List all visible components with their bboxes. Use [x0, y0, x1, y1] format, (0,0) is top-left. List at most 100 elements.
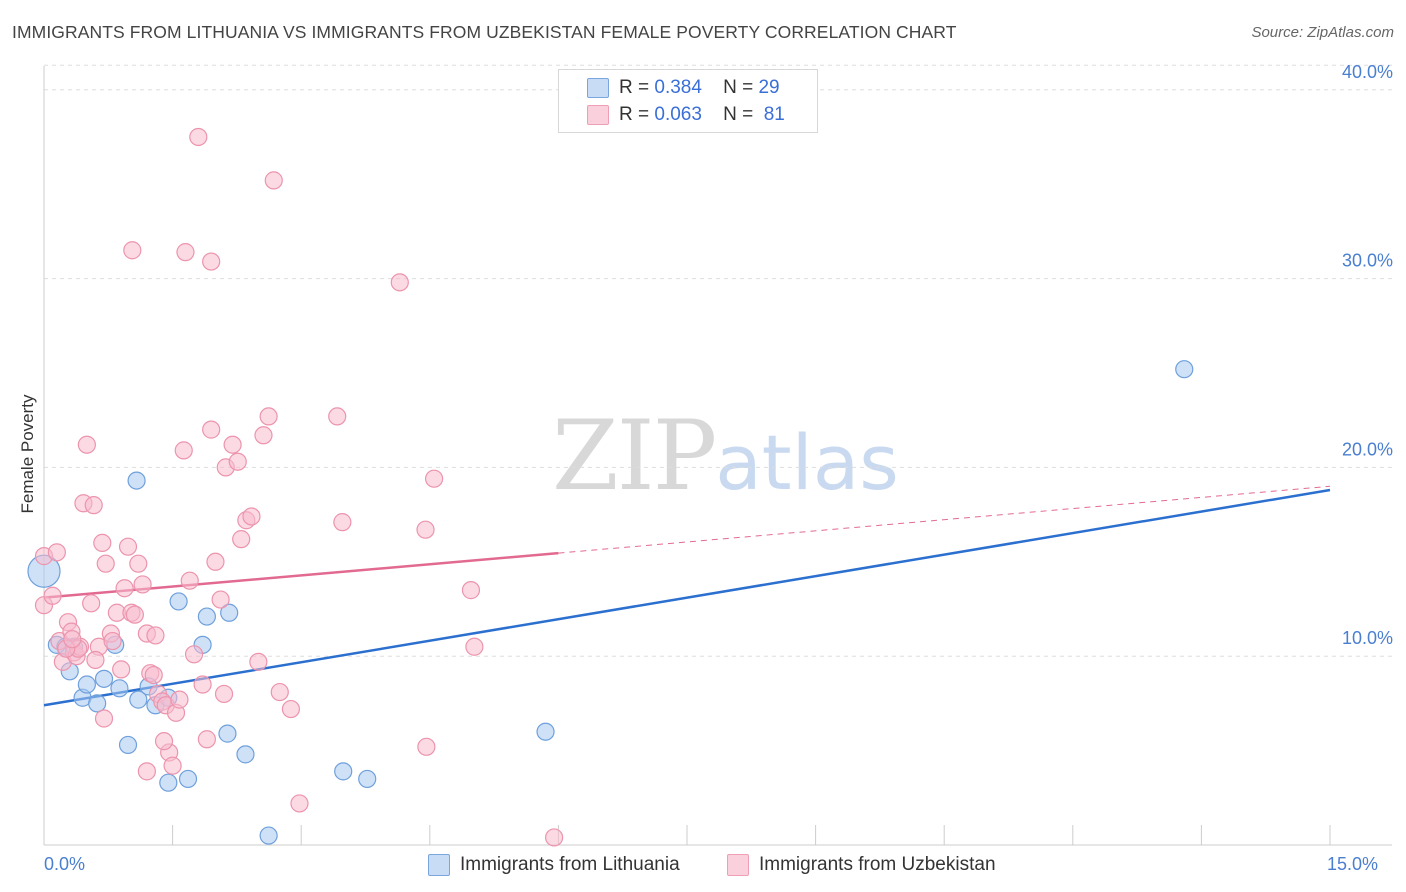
point-lithuania	[218, 724, 237, 743]
series-legend: Immigrants from Lithuania Immigrants fro…	[0, 852, 1406, 878]
correlation-legend: R = 0.384 N = 29 R = 0.063 N = 81	[558, 69, 818, 133]
point-uzbekistan	[202, 252, 221, 271]
legend-label-lithuania: Immigrants from Lithuania	[460, 854, 680, 875]
point-uzbekistan	[96, 554, 115, 573]
point-uzbekistan	[180, 571, 199, 590]
point-uzbekistan	[170, 690, 189, 709]
point-lithuania	[118, 735, 138, 755]
legend-item-uzbekistan[interactable]: Immigrants from Uzbekistan	[727, 852, 996, 878]
point-uzbekistan	[249, 652, 268, 671]
watermark-zip: ZIP	[552, 400, 717, 512]
legend-stats-lithuania: R = 0.384 N = 29	[619, 77, 780, 99]
point-lithuania	[358, 769, 377, 789]
point-uzbekistan	[115, 579, 134, 598]
gridlines	[44, 64, 1392, 657]
watermark: ZIPatlas	[552, 400, 899, 512]
point-uzbekistan	[242, 507, 261, 526]
point-uzbekistan	[82, 594, 101, 613]
tick-labels: 10.0% 20.0% 30.0% 40.0% 0.0% 15.0%	[44, 62, 1393, 874]
point-uzbekistan	[206, 552, 225, 571]
point-lithuania	[334, 762, 353, 781]
y-axis-label: Female Poverty	[18, 394, 37, 514]
point-uzbekistan	[223, 435, 242, 454]
y-tick-label: 10.0%	[1342, 628, 1393, 648]
point-uzbekistan	[254, 426, 273, 445]
point-uzbekistan	[264, 171, 283, 190]
point-uzbekistan	[189, 127, 208, 147]
point-lithuania	[259, 826, 278, 845]
point-uzbekistan	[123, 241, 142, 260]
point-lithuania	[178, 769, 198, 789]
point-uzbekistan	[118, 537, 138, 556]
point-uzbekistan	[328, 407, 347, 426]
legend-swatch-lithuania	[587, 78, 609, 98]
point-uzbekistan	[214, 684, 234, 704]
legend-r-label: R =	[619, 77, 650, 98]
point-lithuania	[197, 607, 216, 626]
legend-r-value: 0.063	[654, 104, 702, 125]
point-uzbekistan	[270, 682, 289, 702]
point-uzbekistan	[465, 637, 484, 656]
point-lithuania	[127, 471, 146, 490]
point-lithuania	[129, 690, 148, 709]
point-lithuania	[169, 592, 188, 611]
watermark-atlas: atlas	[715, 418, 899, 507]
point-uzbekistan	[137, 762, 156, 781]
point-uzbekistan	[112, 660, 131, 679]
point-uzbekistan	[129, 554, 148, 573]
point-uzbekistan	[424, 469, 444, 488]
point-uzbekistan	[63, 630, 82, 649]
legend-swatch-uzbekistan	[587, 105, 609, 125]
point-uzbekistan	[144, 665, 163, 685]
legend-item-lithuania[interactable]: Immigrants from Lithuania	[428, 852, 680, 878]
legend-swatch-uzbekistan	[727, 854, 749, 876]
point-uzbekistan	[86, 650, 105, 670]
point-lithuania	[159, 773, 178, 792]
trend-line-lithuania	[43, 488, 1331, 707]
y-tick-label: 40.0%	[1342, 62, 1393, 82]
point-uzbekistan	[47, 543, 66, 562]
point-lithuania	[536, 722, 555, 741]
y-tick-label: 30.0%	[1342, 251, 1393, 271]
axes	[43, 66, 1392, 846]
point-uzbekistan	[259, 407, 278, 426]
point-uzbekistan	[94, 709, 114, 728]
point-uzbekistan	[176, 243, 195, 262]
point-uzbekistan	[146, 626, 165, 645]
point-uzbekistan	[184, 645, 204, 664]
legend-swatch-lithuania	[428, 854, 450, 876]
point-uzbekistan	[163, 756, 182, 775]
legend-r-value: 0.384	[654, 77, 702, 98]
point-uzbekistan	[43, 586, 62, 605]
point-uzbekistan	[193, 675, 212, 694]
legend-n-label: N =	[723, 77, 754, 98]
point-lithuania	[110, 679, 129, 698]
data-points	[27, 127, 1194, 847]
point-uzbekistan	[228, 452, 247, 471]
trend-line-uzbekistan-extension	[558, 485, 1331, 554]
legend-label-uzbekistan: Immigrants from Uzbekistan	[759, 854, 996, 875]
source-credit: Source: ZipAtlas.com	[1251, 24, 1394, 41]
point-lithuania	[77, 675, 96, 694]
point-uzbekistan	[417, 737, 436, 756]
point-uzbekistan	[390, 273, 409, 292]
point-lithuania	[1175, 360, 1194, 379]
point-uzbekistan	[77, 435, 96, 454]
legend-n-label: N =	[723, 104, 754, 125]
point-uzbekistan	[290, 794, 309, 813]
point-uzbekistan	[333, 513, 352, 532]
trend-lines	[43, 485, 1331, 707]
legend-n-value: 29	[758, 77, 780, 98]
point-lithuania	[94, 669, 114, 688]
point-lithuania	[220, 603, 239, 622]
point-uzbekistan	[281, 699, 301, 719]
point-uzbekistan	[133, 575, 152, 594]
point-uzbekistan	[211, 590, 230, 609]
chart-title: IMMIGRANTS FROM LITHUANIA VS IMMIGRANTS …	[12, 22, 957, 42]
point-lithuania	[236, 745, 255, 764]
x-tick-label: 0.0%	[44, 854, 85, 874]
y-tick-label: 20.0%	[1342, 439, 1393, 459]
point-uzbekistan	[84, 496, 103, 515]
point-uzbekistan	[461, 581, 481, 600]
